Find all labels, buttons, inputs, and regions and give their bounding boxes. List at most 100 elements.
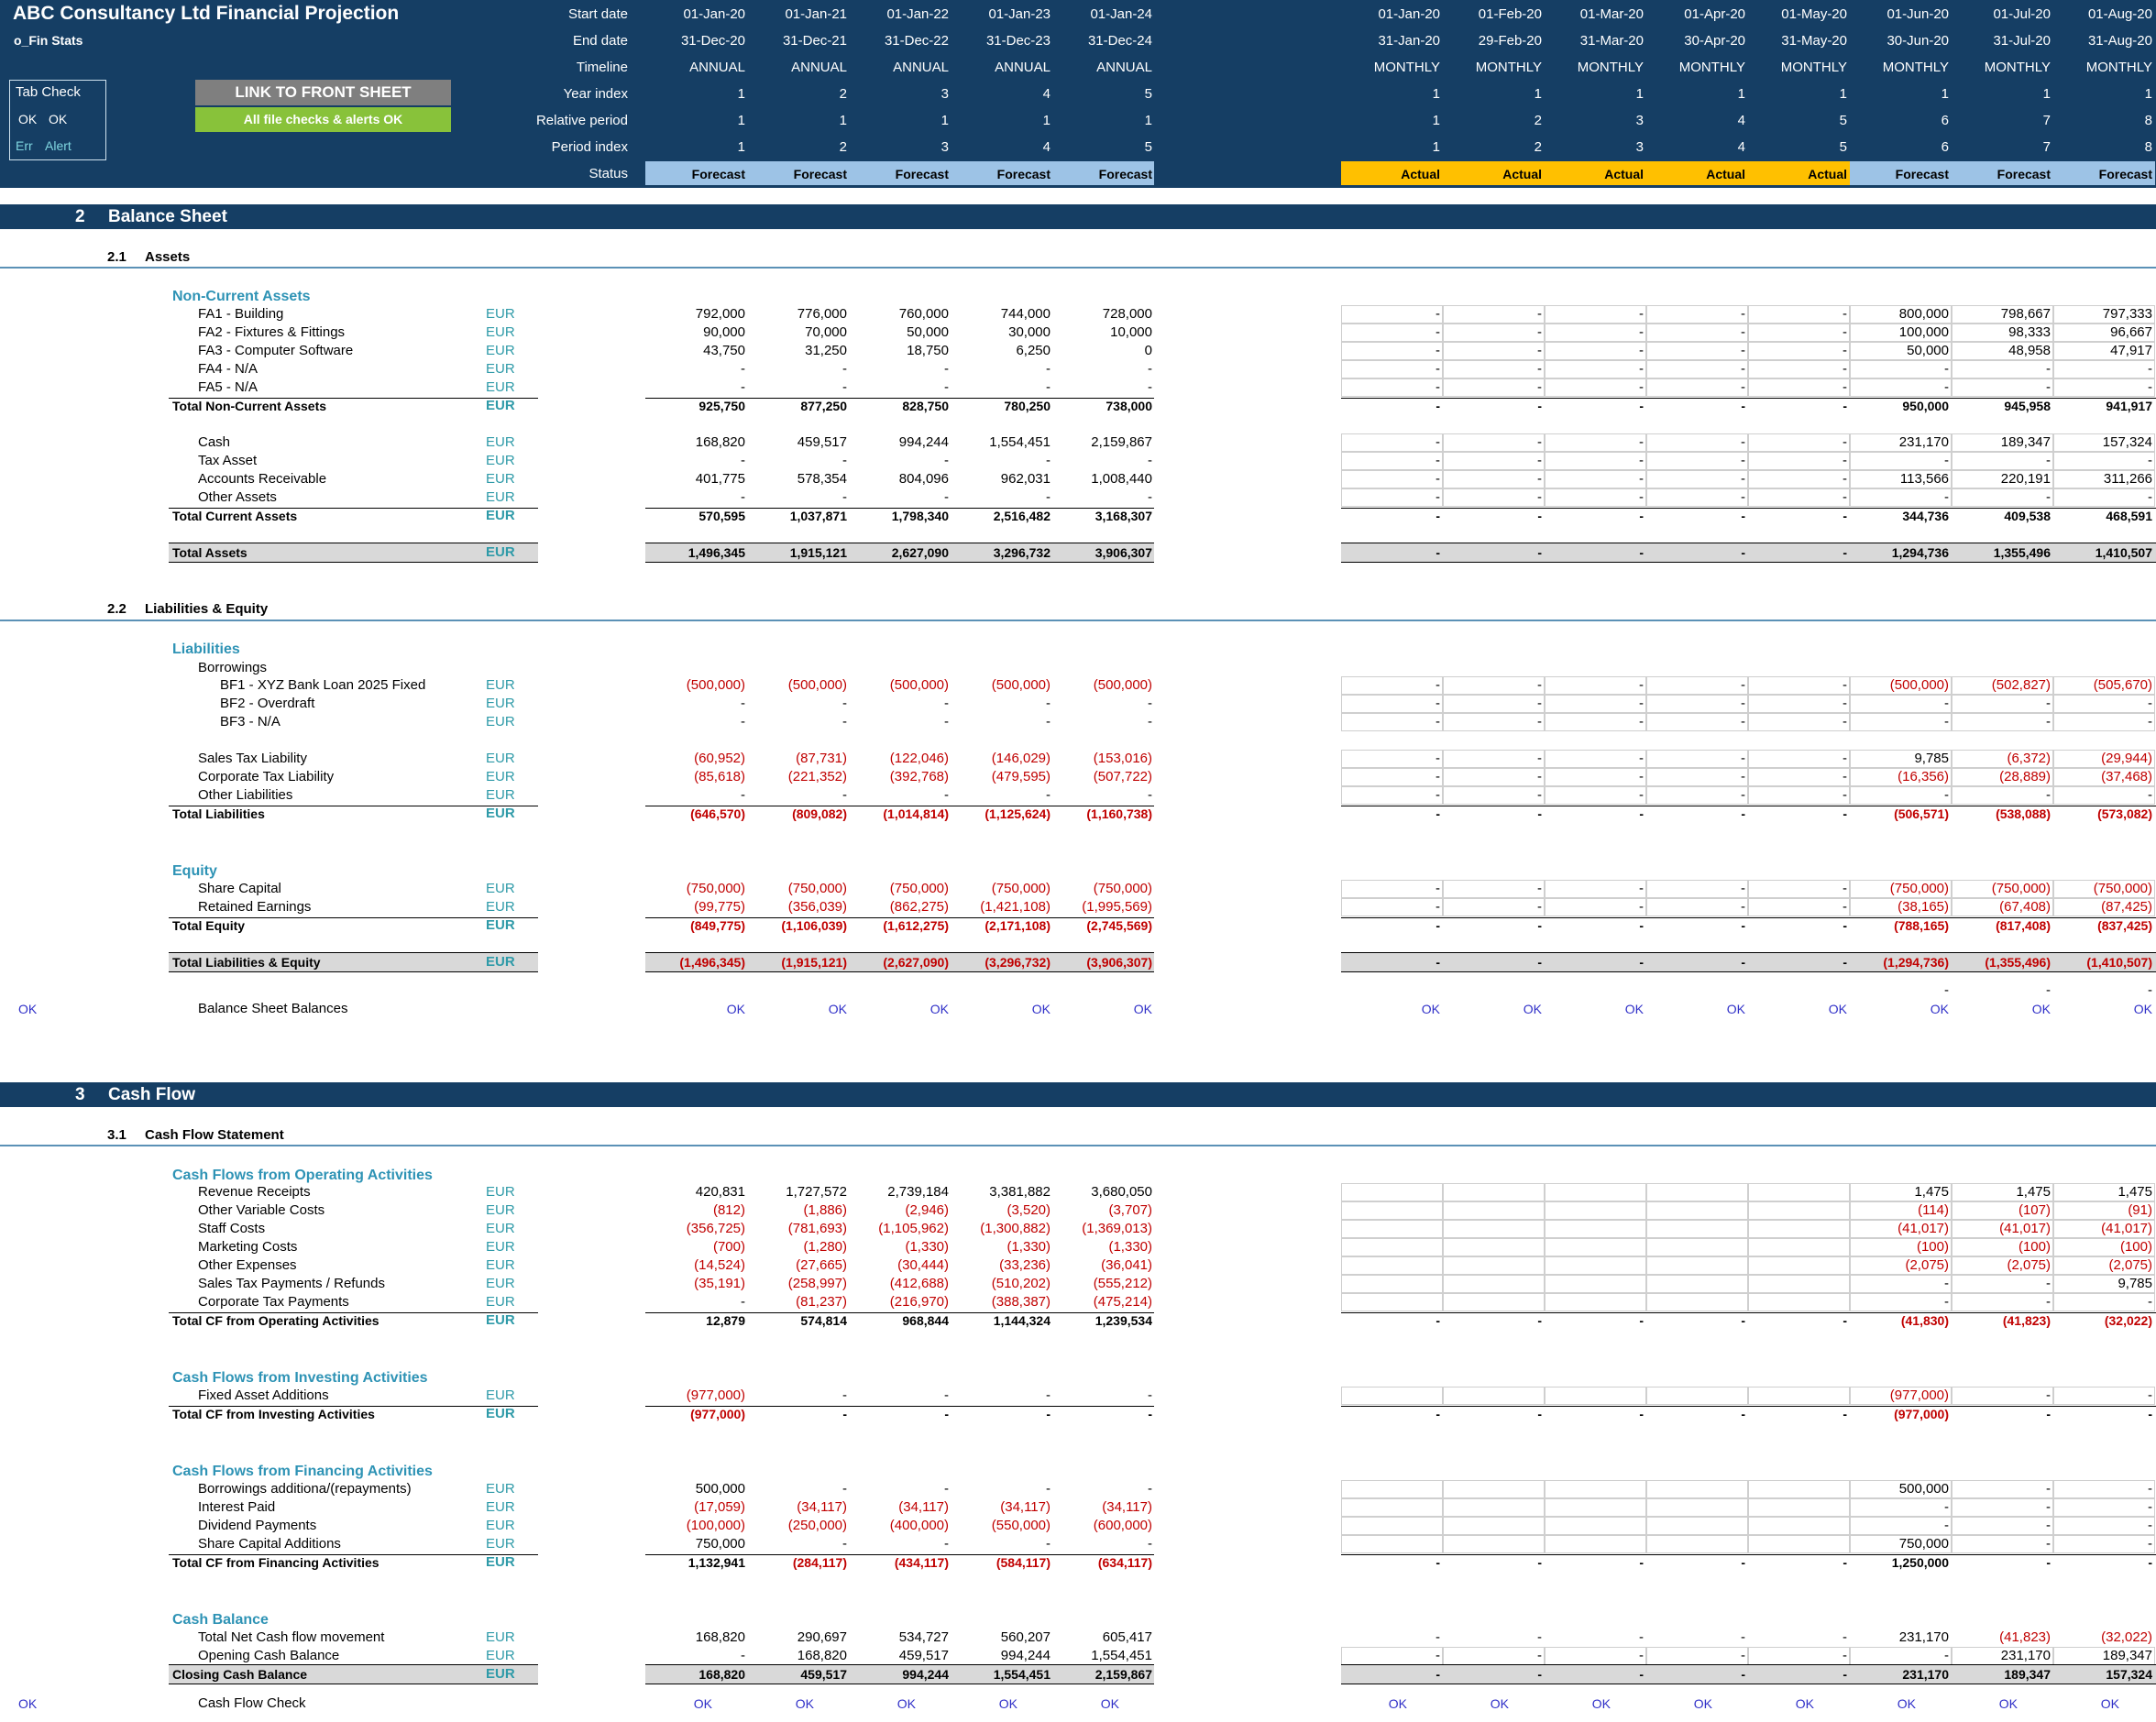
annual-value-cell[interactable]: (400,000) [889, 1518, 949, 1533]
monthly-value-cell[interactable]: - [1741, 306, 1745, 322]
monthly-value-cell[interactable]: (500,000) [1889, 677, 1949, 693]
annual-value-cell[interactable]: - [944, 489, 949, 505]
annual-value-cell[interactable]: - [1046, 787, 1050, 803]
monthly-value-cell[interactable]: 47,917 [2110, 343, 2152, 358]
monthly-value-cell[interactable]: - [1842, 324, 1847, 340]
monthly-value-cell[interactable]: 409,538 [2004, 509, 2051, 523]
annual-value-cell[interactable]: (1,496,345) [679, 955, 745, 970]
annual-value-cell[interactable]: (1,280) [803, 1239, 847, 1255]
monthly-value-cell[interactable]: 797,333 [2102, 306, 2152, 322]
annual-value-cell[interactable]: (3,707) [1108, 1202, 1152, 1218]
monthly-value-cell[interactable]: - [1741, 489, 1745, 505]
monthly-value-cell[interactable]: 9,785 [2118, 1276, 2152, 1291]
monthly-value-cell[interactable]: - [1537, 471, 1542, 487]
monthly-value-cell[interactable]: - [1741, 379, 1745, 395]
monthly-value-cell[interactable]: - [1436, 343, 1440, 358]
monthly-value-cell[interactable]: 941,917 [2106, 399, 2152, 413]
annual-value-cell[interactable]: 6,250 [1016, 343, 1050, 358]
monthly-value-cell[interactable]: - [1537, 1407, 1542, 1421]
monthly-value-cell[interactable]: - [1436, 787, 1440, 803]
monthly-value-cell[interactable]: - [1639, 751, 1644, 766]
annual-value-cell[interactable]: (1,106,039) [781, 918, 847, 933]
annual-value-cell[interactable]: 18,750 [907, 343, 949, 358]
monthly-value-cell[interactable]: 798,667 [2000, 306, 2051, 322]
monthly-value-cell[interactable]: - [2148, 1518, 2152, 1533]
monthly-value-cell[interactable]: - [1842, 1648, 1847, 1663]
annual-value-cell[interactable]: 578,354 [797, 471, 847, 487]
annual-value-cell[interactable]: 1,008,440 [1091, 471, 1152, 487]
monthly-value-cell[interactable]: - [1842, 379, 1847, 395]
monthly-value-cell[interactable]: (38,165) [1898, 899, 1949, 915]
monthly-value-cell[interactable]: - [1537, 696, 1542, 711]
annual-value-cell[interactable]: 804,096 [898, 471, 949, 487]
monthly-value-cell[interactable]: (100) [2018, 1239, 2051, 1255]
annual-value-cell[interactable]: - [1148, 453, 1152, 468]
monthly-value-cell[interactable]: - [1436, 918, 1440, 933]
monthly-value-cell[interactable]: - [1436, 899, 1440, 915]
monthly-value-cell[interactable]: 157,324 [2106, 1667, 2152, 1682]
monthly-value-cell[interactable]: - [1741, 1407, 1745, 1421]
annual-value-cell[interactable]: 43,750 [703, 343, 745, 358]
annual-value-cell[interactable]: (85,618) [694, 769, 745, 784]
annual-value-cell[interactable]: 760,000 [898, 306, 949, 322]
annual-value-cell[interactable]: - [944, 1481, 949, 1497]
monthly-value-cell[interactable]: - [1944, 1518, 1949, 1533]
annual-value-cell[interactable]: (2,745,569) [1086, 918, 1152, 933]
annual-value-cell[interactable]: (27,665) [796, 1257, 847, 1273]
annual-value-cell[interactable]: (862,275) [889, 899, 949, 915]
monthly-value-cell[interactable]: - [1639, 471, 1644, 487]
monthly-value-cell[interactable]: - [1537, 1313, 1542, 1328]
annual-value-cell[interactable]: - [1148, 1407, 1152, 1421]
monthly-value-cell[interactable]: - [1741, 787, 1745, 803]
monthly-value-cell[interactable]: - [1842, 1313, 1847, 1328]
monthly-value-cell[interactable]: (91) [2128, 1202, 2152, 1218]
annual-value-cell[interactable]: (434,117) [894, 1555, 949, 1570]
annual-value-cell[interactable]: - [741, 379, 745, 395]
monthly-value-cell[interactable]: 1,294,736 [1891, 545, 1949, 560]
monthly-value-cell[interactable]: - [1436, 1555, 1440, 1570]
monthly-value-cell[interactable]: - [1842, 545, 1847, 560]
monthly-value-cell[interactable]: - [1537, 1648, 1542, 1663]
monthly-value-cell[interactable]: - [1639, 1648, 1644, 1663]
annual-value-cell[interactable]: 3,381,882 [989, 1184, 1050, 1200]
annual-value-cell[interactable]: (600,000) [1093, 1518, 1152, 1533]
annual-value-cell[interactable]: 534,727 [898, 1629, 949, 1645]
monthly-value-cell[interactable]: - [1436, 545, 1440, 560]
annual-value-cell[interactable]: (977,000) [686, 1387, 745, 1403]
monthly-value-cell[interactable]: 231,170 [1898, 1629, 1949, 1645]
annual-value-cell[interactable]: 605,417 [1102, 1629, 1152, 1645]
monthly-value-cell[interactable]: - [1537, 751, 1542, 766]
annual-value-cell[interactable]: 560,207 [1000, 1629, 1050, 1645]
monthly-value-cell[interactable]: - [1842, 696, 1847, 711]
annual-value-cell[interactable]: (1,330) [1108, 1239, 1152, 1255]
monthly-value-cell[interactable]: - [1537, 769, 1542, 784]
annual-value-cell[interactable]: (87,731) [796, 751, 847, 766]
monthly-value-cell[interactable]: - [1639, 306, 1644, 322]
monthly-value-cell[interactable]: 750,000 [1898, 1536, 1949, 1552]
monthly-value-cell[interactable]: - [1842, 453, 1847, 468]
annual-value-cell[interactable]: (1,369,013) [1082, 1221, 1152, 1236]
monthly-value-cell[interactable]: - [1741, 1648, 1745, 1663]
monthly-value-cell[interactable]: (41,823) [2002, 1313, 2051, 1328]
monthly-value-cell[interactable]: 231,170 [1898, 434, 1949, 450]
monthly-value-cell[interactable]: - [1741, 806, 1745, 821]
monthly-value-cell[interactable]: - [1639, 379, 1644, 395]
monthly-value-cell[interactable]: 1,475 [1914, 1184, 1949, 1200]
monthly-value-cell[interactable]: (114) [1918, 1202, 1949, 1218]
monthly-value-cell[interactable]: - [1842, 1667, 1847, 1682]
annual-value-cell[interactable]: 168,820 [695, 1629, 745, 1645]
annual-value-cell[interactable]: 1,037,871 [789, 509, 847, 523]
annual-value-cell[interactable]: - [741, 787, 745, 803]
monthly-value-cell[interactable]: - [1537, 918, 1542, 933]
monthly-value-cell[interactable]: - [1944, 714, 1949, 729]
monthly-value-cell[interactable]: - [1842, 769, 1847, 784]
annual-value-cell[interactable]: - [741, 489, 745, 505]
annual-value-cell[interactable]: (750,000) [991, 881, 1050, 896]
monthly-value-cell[interactable]: (41,830) [1900, 1313, 1949, 1328]
annual-value-cell[interactable]: (153,016) [1093, 751, 1152, 766]
annual-value-cell[interactable]: 50,000 [907, 324, 949, 340]
annual-value-cell[interactable]: (750,000) [686, 881, 745, 896]
monthly-value-cell[interactable]: - [1741, 1629, 1745, 1645]
monthly-value-cell[interactable]: - [2148, 1555, 2152, 1570]
monthly-value-cell[interactable]: - [1436, 714, 1440, 729]
